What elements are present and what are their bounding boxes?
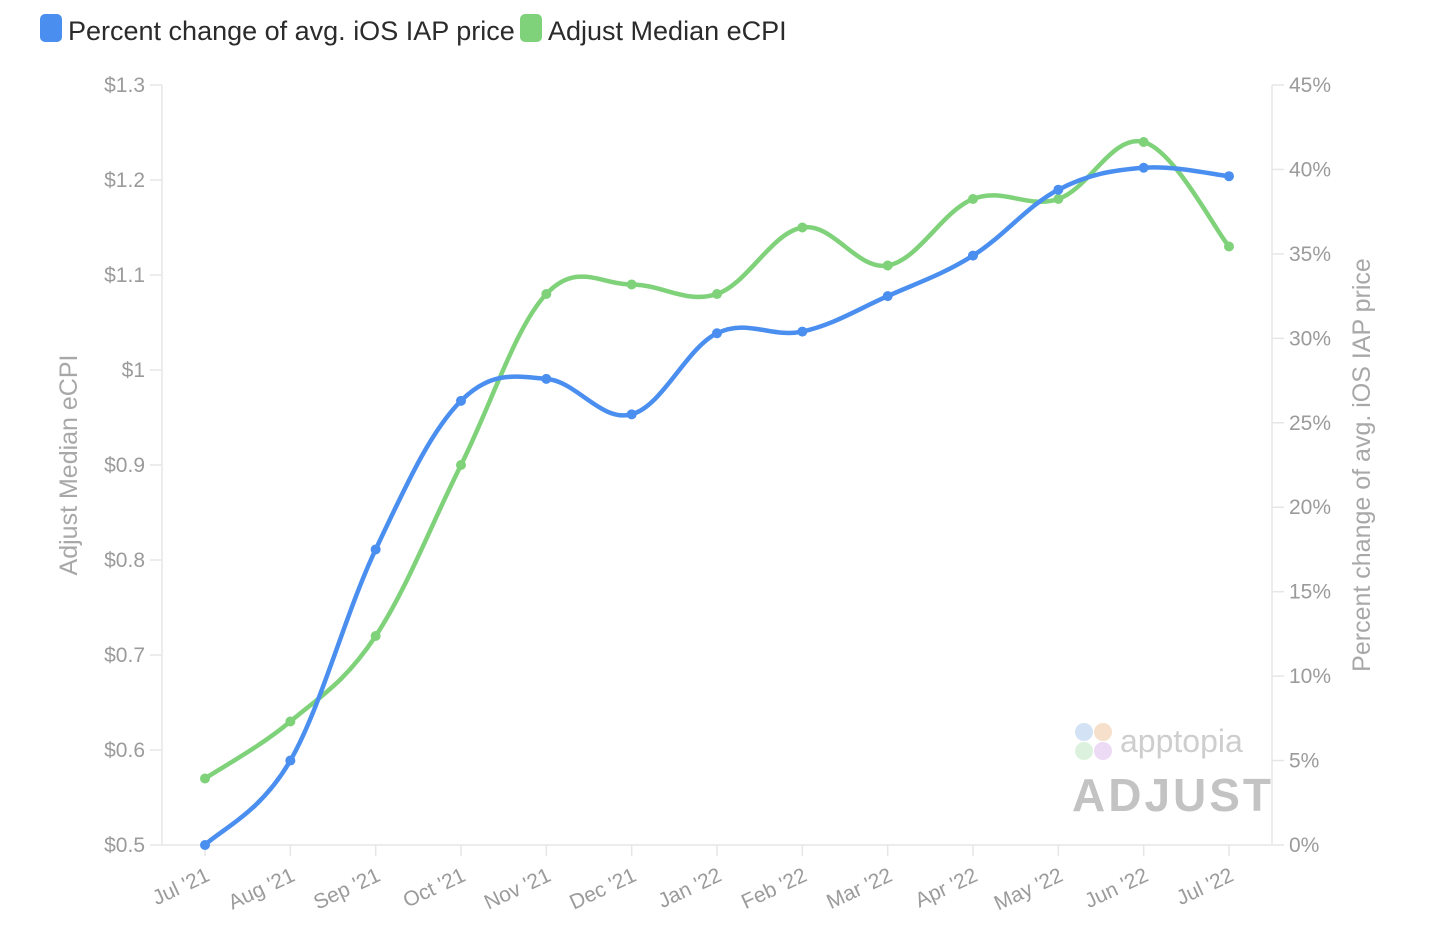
data-point-ecpi bbox=[370, 631, 381, 641]
series-layer bbox=[200, 137, 1234, 850]
data-point-ecpi bbox=[882, 260, 893, 271]
x-tick-label: May '22 bbox=[991, 864, 1067, 916]
data-point-iap bbox=[1138, 162, 1149, 173]
data-point-iap bbox=[1053, 184, 1064, 195]
legend: Percent change of avg. iOS IAP price Adj… bbox=[40, 14, 787, 46]
left-axis-ticks: $0.5 $0.6 $0.7 $0.8 $0.9 $1 $1.1 $1.2 $1.3 bbox=[104, 74, 162, 857]
x-tick-label: Aug '21 bbox=[225, 864, 299, 915]
x-tick-label: Nov '21 bbox=[481, 864, 555, 915]
right-tick-label: 20% bbox=[1289, 496, 1331, 519]
apptopia-wordmark: apptopia bbox=[1120, 723, 1243, 759]
left-tick-label: $0.6 bbox=[104, 739, 145, 762]
x-axis-ticks: Jul '21 Aug '21 Sep '21 Oct '21 Nov '21 Dec '… bbox=[149, 845, 1237, 915]
watermark: apptopia ADJUST bbox=[1072, 723, 1274, 821]
left-tick-label: $1.2 bbox=[104, 169, 145, 192]
x-tick-label: Oct '21 bbox=[400, 864, 469, 913]
data-point-ecpi bbox=[200, 773, 210, 784]
legend-swatch-iap bbox=[40, 14, 62, 42]
data-point-iap bbox=[712, 328, 722, 339]
data-point-ecpi bbox=[285, 716, 296, 727]
x-tick-label: Dec '21 bbox=[566, 864, 640, 915]
data-point-iap bbox=[285, 755, 296, 766]
data-point-iap bbox=[370, 544, 381, 555]
data-point-ecpi bbox=[1224, 241, 1234, 252]
adjust-wordmark: ADJUST bbox=[1072, 769, 1274, 821]
x-tick-label: Jun '22 bbox=[1081, 864, 1151, 913]
left-tick-label: $1.3 bbox=[104, 74, 145, 97]
data-point-iap bbox=[541, 373, 552, 384]
left-tick-label: $0.9 bbox=[104, 454, 145, 477]
legend-swatch-ecpi bbox=[520, 14, 542, 42]
data-point-ecpi bbox=[541, 289, 552, 299]
left-tick-label: $0.5 bbox=[104, 834, 145, 857]
data-point-iap bbox=[200, 840, 210, 850]
legend-item-ecpi[interactable]: Adjust Median eCPI bbox=[520, 14, 787, 46]
data-point-iap bbox=[968, 250, 978, 261]
data-point-iap bbox=[797, 326, 808, 337]
right-tick-label: 5% bbox=[1289, 750, 1319, 773]
data-point-ecpi bbox=[797, 222, 808, 233]
x-tick-label: Apr '22 bbox=[912, 864, 981, 913]
right-tick-label: 0% bbox=[1289, 834, 1319, 857]
legend-label-iap: Percent change of avg. iOS IAP price bbox=[68, 16, 515, 46]
data-point-ecpi bbox=[626, 279, 637, 290]
data-point-iap bbox=[1224, 171, 1234, 182]
data-point-ecpi bbox=[1138, 137, 1149, 147]
series-line-ecpi bbox=[202, 138, 1232, 781]
left-tick-label: $0.7 bbox=[104, 644, 145, 667]
left-tick-label: $1 bbox=[122, 359, 145, 382]
left-tick-label: $1.1 bbox=[104, 264, 145, 287]
series-line-iap bbox=[202, 165, 1232, 848]
right-tick-label: 35% bbox=[1289, 243, 1331, 266]
right-tick-label: 40% bbox=[1289, 158, 1331, 181]
x-tick-label: Jan '22 bbox=[655, 864, 725, 913]
left-axis-title: Adjust Median eCPI bbox=[55, 355, 83, 576]
data-point-iap bbox=[626, 409, 637, 420]
data-point-ecpi bbox=[1053, 194, 1064, 204]
right-axis-title: Percent change of avg. iOS IAP price bbox=[1348, 258, 1376, 672]
x-tick-label: Jul '22 bbox=[1173, 864, 1237, 910]
x-tick-label: Mar '22 bbox=[823, 864, 896, 914]
apptopia-logo-icon bbox=[1075, 723, 1112, 760]
right-tick-label: 25% bbox=[1289, 412, 1331, 435]
x-tick-label: Feb '22 bbox=[738, 864, 811, 914]
data-point-ecpi bbox=[712, 289, 722, 299]
right-tick-label: 15% bbox=[1289, 581, 1331, 604]
data-point-ecpi bbox=[968, 194, 978, 204]
data-point-iap bbox=[882, 291, 893, 302]
right-tick-label: 45% bbox=[1289, 74, 1331, 97]
left-tick-label: $0.8 bbox=[104, 549, 145, 572]
right-axis-ticks: 0% 5% 10% 15% 20% 25% 30% 35% 40% 45% bbox=[1272, 74, 1331, 857]
right-tick-label: 10% bbox=[1289, 665, 1331, 688]
data-point-iap bbox=[456, 395, 466, 406]
x-tick-label: Jul '21 bbox=[149, 864, 213, 910]
right-tick-label: 30% bbox=[1289, 327, 1331, 350]
x-tick-label: Sep '21 bbox=[310, 864, 384, 915]
legend-label-ecpi: Adjust Median eCPI bbox=[548, 16, 787, 46]
data-point-ecpi bbox=[456, 460, 466, 470]
legend-item-iap[interactable]: Percent change of avg. iOS IAP price bbox=[40, 14, 515, 46]
